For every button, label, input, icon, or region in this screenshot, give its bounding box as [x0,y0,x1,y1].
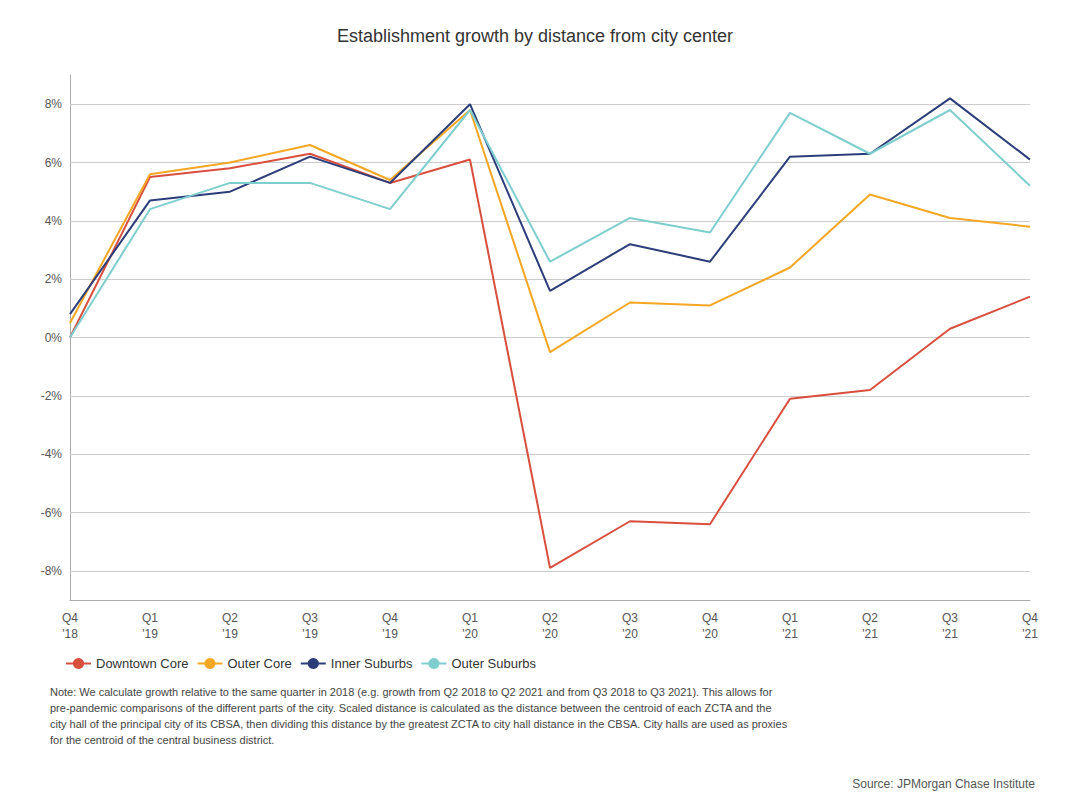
svg-text:Q4: Q4 [382,611,398,625]
svg-text:Q3: Q3 [302,611,318,625]
svg-text:Q3: Q3 [622,611,638,625]
svg-text:Q4: Q4 [702,611,718,625]
svg-text:8%: 8% [45,97,63,111]
svg-text:Source: JPMorgan Chase Institu: Source: JPMorgan Chase Institute [852,777,1035,791]
svg-text:Q1: Q1 [782,611,798,625]
svg-text:'19: '19 [222,627,238,641]
svg-text:-8%: -8% [41,564,63,578]
svg-text:Q4: Q4 [1022,611,1038,625]
svg-text:Q4: Q4 [62,611,78,625]
svg-text:4%: 4% [45,214,63,228]
svg-text:Downtown Core: Downtown Core [96,656,189,671]
svg-text:Q1: Q1 [462,611,478,625]
svg-text:'20: '20 [462,627,478,641]
svg-text:Q1: Q1 [142,611,158,625]
svg-text:Q2: Q2 [542,611,558,625]
svg-text:-2%: -2% [41,389,63,403]
svg-text:Outer Suburbs: Outer Suburbs [451,656,536,671]
svg-text:pre-pandemic comparisons of th: pre-pandemic comparisons of the differen… [50,702,772,714]
svg-text:-4%: -4% [41,447,63,461]
svg-text:Establishment growth by distan: Establishment growth by distance from ci… [337,26,733,46]
svg-text:Outer Core: Outer Core [227,656,291,671]
svg-text:for the centroid of the centra: for the centroid of the central business… [50,734,274,746]
svg-text:2%: 2% [45,272,63,286]
svg-text:'21: '21 [862,627,878,641]
svg-text:'21: '21 [942,627,958,641]
svg-text:Inner Suburbs: Inner Suburbs [331,656,413,671]
svg-text:city hall of the principal cit: city hall of the principal city of its C… [50,718,788,730]
svg-text:Q3: Q3 [942,611,958,625]
svg-text:'20: '20 [622,627,638,641]
svg-text:Q2: Q2 [222,611,238,625]
svg-text:'20: '20 [702,627,718,641]
svg-text:Q2: Q2 [862,611,878,625]
svg-text:-6%: -6% [41,506,63,520]
svg-text:'19: '19 [302,627,318,641]
svg-text:0%: 0% [45,331,63,345]
svg-text:'21: '21 [1022,627,1038,641]
svg-text:'21: '21 [782,627,798,641]
svg-text:'18: '18 [62,627,78,641]
svg-text:'19: '19 [142,627,158,641]
svg-text:6%: 6% [45,156,63,170]
svg-text:Note: We calculate growth rela: Note: We calculate growth relative to th… [50,686,773,698]
svg-text:'20: '20 [542,627,558,641]
svg-text:'19: '19 [382,627,398,641]
